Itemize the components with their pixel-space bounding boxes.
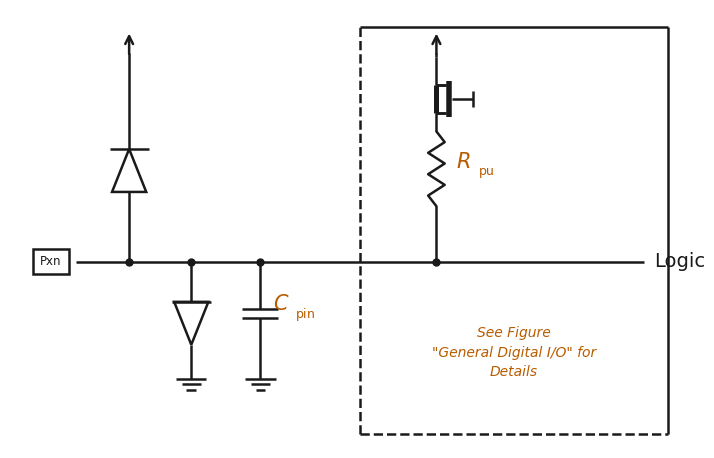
Text: Pxn: Pxn — [41, 255, 62, 268]
Text: See Figure
"General Digital I/O" for
Details: See Figure "General Digital I/O" for Det… — [432, 326, 596, 379]
Text: $\mathregular{pu}$: $\mathregular{pu}$ — [478, 166, 495, 180]
Text: $\mathregular{pin}$: $\mathregular{pin}$ — [295, 306, 315, 323]
Text: Logic: Logic — [654, 252, 705, 271]
Text: $\mathit{R}$: $\mathit{R}$ — [456, 153, 471, 172]
FancyBboxPatch shape — [33, 249, 69, 274]
Text: $\mathit{C}$: $\mathit{C}$ — [273, 294, 289, 314]
